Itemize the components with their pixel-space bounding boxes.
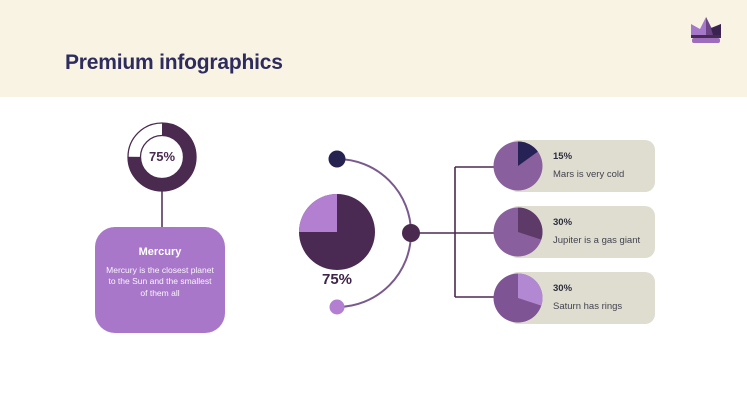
donut-progress-arc	[128, 123, 196, 191]
item-percent: 30%	[553, 217, 573, 228]
crown-icon	[691, 17, 721, 43]
item-percent: 30%	[553, 283, 573, 294]
list-item-saturn: 30% Saturn has rings	[493, 272, 655, 324]
item-description: Jupiter is a gas giant	[553, 235, 641, 246]
arc-middle-dot	[402, 224, 420, 242]
mercury-card-description: Mercury is the closest planet to the Sun…	[106, 265, 214, 298]
bracket-connector	[411, 166, 497, 298]
saturn-pie-chart	[493, 273, 543, 323]
donut-chart	[127, 122, 197, 192]
item-percent: 15%	[553, 151, 573, 162]
donut-inner-outline	[139, 134, 185, 180]
mars-pie-chart	[493, 141, 543, 191]
mercury-card-title: Mercury	[138, 246, 182, 258]
header-band	[0, 0, 747, 97]
center-pie-chart	[299, 194, 375, 270]
item-description: Mars is very cold	[553, 169, 625, 180]
jupiter-pie-chart	[493, 207, 543, 257]
center-pie-slice	[299, 194, 337, 232]
item-description: Saturn has rings	[553, 301, 623, 312]
mercury-card: Mercury Mercury is the closest planet to…	[95, 227, 225, 333]
page-title: Premium infographics	[65, 51, 283, 74]
pie-slice	[518, 141, 538, 166]
pie-slice	[518, 273, 543, 306]
donut-outer-outline	[127, 122, 197, 192]
list-item-mars: 15% Mars is very cold	[493, 140, 655, 192]
center-pie-percent-label: 75%	[321, 271, 353, 288]
arc-bottom-dot	[329, 299, 345, 315]
arc-top-dot	[328, 150, 346, 168]
donut-percent-label: 75%	[148, 149, 176, 164]
list-item-jupiter: 30% Jupiter is a gas giant	[493, 206, 655, 258]
pie-slice	[518, 207, 543, 240]
